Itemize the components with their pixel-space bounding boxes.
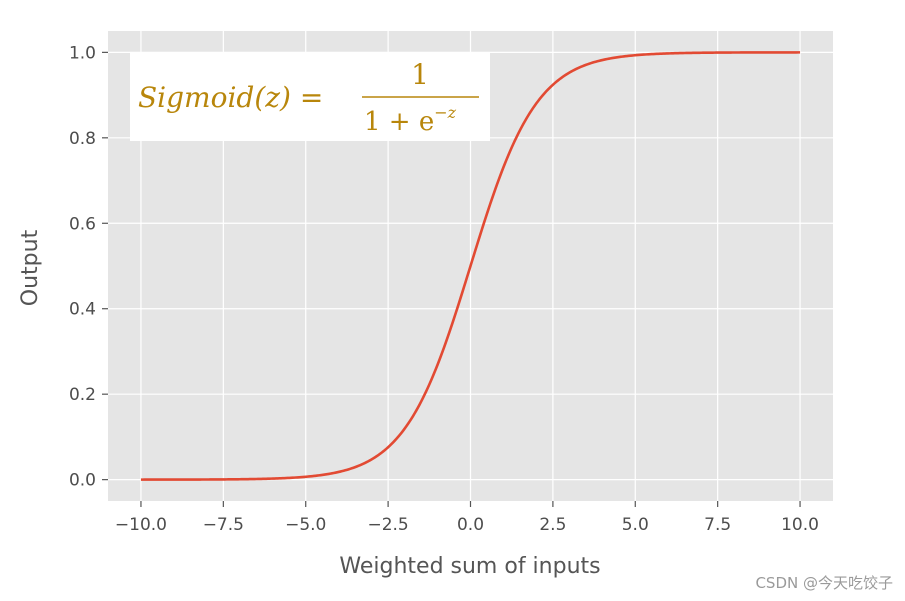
y-tick-label: 0.8 (69, 129, 96, 149)
y-tick-label: 0.4 (69, 300, 96, 320)
formula-annotation: Sigmoid(z) = 1 1 + e−z (130, 52, 490, 141)
formula-numerator: 1 (411, 58, 429, 91)
x-tick-label: 0.0 (457, 515, 484, 535)
y-axis-label: Output (18, 229, 43, 306)
x-tick-label: 7.5 (704, 515, 731, 535)
x-tick-label: 5.0 (622, 515, 649, 535)
x-tick-label: −2.5 (367, 515, 408, 535)
formula-denominator: 1 + e−z (364, 103, 457, 137)
x-tick-label: −7.5 (203, 515, 244, 535)
formula-lhs: Sigmoid(z) = (138, 81, 323, 114)
y-tick-label: 1.0 (69, 43, 96, 63)
y-tick-label: 0.6 (69, 214, 96, 234)
x-axis-label: Weighted sum of inputs (339, 554, 600, 579)
sigmoid-curve (140, 51, 801, 481)
x-tick-label: −10.0 (115, 515, 167, 535)
y-tick-label: 0.2 (69, 385, 96, 405)
x-tick-label: 10.0 (781, 515, 819, 535)
y-tick-label: 0.0 (69, 471, 96, 491)
x-tick-label: −5.0 (285, 515, 326, 535)
x-tick-label: 2.5 (539, 515, 566, 535)
x-axis-ticks: −10.0 −7.5 −5.0 −2.5 0.0 2.5 5.0 7.5 10.0 (115, 501, 819, 535)
y-axis-ticks: 0.0 0.2 0.4 0.6 0.8 1.0 (69, 43, 108, 491)
watermark: CSDN @今天吃饺子 (755, 574, 893, 592)
